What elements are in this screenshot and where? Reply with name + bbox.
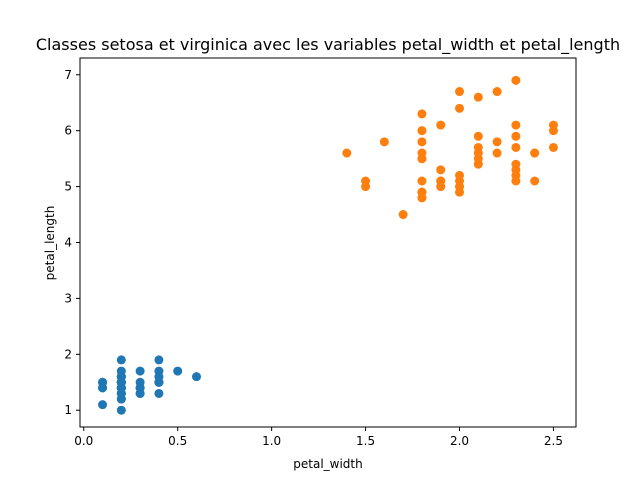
series-2-point xyxy=(398,210,408,220)
series-1-point xyxy=(135,366,145,376)
series-2-point xyxy=(436,120,446,130)
series-2-point xyxy=(548,120,558,130)
series-1-point xyxy=(154,377,164,387)
series-2-point xyxy=(473,131,483,141)
series-2-point xyxy=(530,148,540,158)
series-1-point xyxy=(135,383,145,393)
series-1-point xyxy=(154,355,164,365)
series-2-point xyxy=(361,176,371,186)
y-tick-label: 7 xyxy=(64,68,72,82)
series-2-point xyxy=(473,92,483,102)
series-2-point xyxy=(473,159,483,169)
series-2-point xyxy=(511,170,521,180)
series-1-point xyxy=(98,383,108,393)
series-1-point xyxy=(154,388,164,398)
x-tick-label: 1.0 xyxy=(262,434,281,448)
series-2-point xyxy=(511,131,521,141)
series-2-point xyxy=(492,87,502,97)
x-tick-label: 2.5 xyxy=(544,434,563,448)
series-1-point xyxy=(116,405,126,415)
y-tick-label: 1 xyxy=(64,403,72,417)
series-2-point xyxy=(548,142,558,152)
y-tick-label: 6 xyxy=(64,124,72,138)
series-1-point xyxy=(191,372,201,382)
x-tick-label: 2.0 xyxy=(450,434,469,448)
series-2-point xyxy=(436,182,446,192)
series-2-point xyxy=(511,75,521,85)
series-2-point xyxy=(492,137,502,147)
series-2-point xyxy=(473,148,483,158)
series-1-point xyxy=(173,366,183,376)
series-2-point xyxy=(455,170,465,180)
series-2-point xyxy=(342,148,352,158)
series-2-point xyxy=(511,120,521,130)
series-2-point xyxy=(417,176,427,186)
x-tick-label: 0.0 xyxy=(74,434,93,448)
series-2-point xyxy=(436,165,446,175)
series-2-point xyxy=(417,193,427,203)
series-2-point xyxy=(530,176,540,186)
series-2-point xyxy=(455,103,465,113)
series-2-point xyxy=(379,137,389,147)
x-axis-label: petal_width xyxy=(293,457,362,471)
y-tick-label: 3 xyxy=(64,291,72,305)
series-2-point xyxy=(492,148,502,158)
y-tick-label: 5 xyxy=(64,180,72,194)
data-points xyxy=(98,75,558,415)
series-2-point xyxy=(511,159,521,169)
series-2-point xyxy=(455,87,465,97)
series-2-point xyxy=(511,142,521,152)
chart-title: Classes setosa et virginica avec les var… xyxy=(36,35,620,55)
series-2-point xyxy=(455,187,465,197)
y-tick-label: 4 xyxy=(64,236,72,250)
series-1-point xyxy=(98,400,108,410)
x-tick-label: 0.5 xyxy=(168,434,187,448)
x-axis-ticks: 0.0 0.5 1.0 1.5 2.0 2.5 xyxy=(74,427,563,448)
series-1-point xyxy=(116,355,126,365)
x-tick-label: 1.5 xyxy=(356,434,375,448)
series-2-point xyxy=(417,154,427,164)
series-1-point xyxy=(116,383,126,393)
series-2-point xyxy=(417,126,427,136)
y-axis-label: petal_length xyxy=(43,206,57,281)
y-axis-ticks: 1 2 3 4 5 6 7 xyxy=(64,68,80,417)
y-tick-label: 2 xyxy=(64,347,72,361)
series-2-point xyxy=(417,137,427,147)
series-2-point xyxy=(417,109,427,119)
